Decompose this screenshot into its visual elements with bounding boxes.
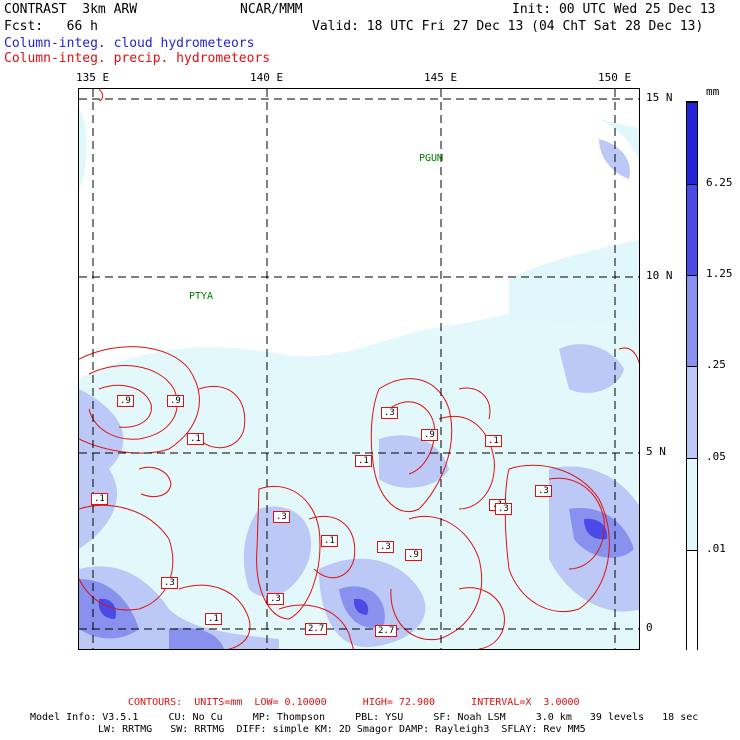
contour-label: .3 bbox=[273, 511, 290, 523]
colorbar-unit: mm bbox=[706, 85, 720, 98]
valid-time: Valid: 18 UTC Fri 27 Dec 13 (04 ChT Sat … bbox=[312, 19, 704, 34]
colorbar-segment-2 bbox=[687, 184, 697, 275]
map-panel: PGUM PTYA .9 .9 .1 .1 .3 .9 .1 .1 .3 .3 .1 .9 .3 2.7.… bbox=[78, 88, 640, 650]
lon-label-140: 140 E bbox=[250, 71, 284, 84]
contour-label: .9 bbox=[117, 395, 134, 407]
forecast-hour: Fcst: 66 h bbox=[4, 19, 98, 34]
graticule bbox=[79, 89, 639, 649]
lat-label-15n: 15 N bbox=[646, 91, 673, 104]
colorbar-label-5: .01 bbox=[706, 542, 726, 555]
colorbar-segment-4 bbox=[687, 366, 697, 458]
contour-label: .9 bbox=[421, 429, 438, 441]
colorbar-label-4: .05 bbox=[706, 450, 726, 463]
contour-label: .3 bbox=[267, 593, 284, 605]
map-canvas bbox=[79, 89, 639, 649]
contour-label: .3 bbox=[377, 541, 394, 553]
contour-label: .3 bbox=[495, 503, 512, 515]
contour-label: .1 bbox=[355, 455, 372, 467]
colorbar-label-1: 6.25 bbox=[706, 176, 733, 189]
contour-label: .3 bbox=[161, 577, 178, 589]
precip-contours bbox=[79, 89, 639, 649]
colorbar-segment-3 bbox=[687, 275, 697, 366]
colorbar bbox=[686, 101, 698, 651]
contour-label: .9 bbox=[167, 395, 184, 407]
colorbar-segment-6 bbox=[687, 550, 697, 651]
lon-label-145: 145 E bbox=[424, 71, 458, 84]
station-pgum: PGUM bbox=[419, 153, 444, 164]
colorbar-segment-1 bbox=[687, 102, 697, 184]
lon-label-135: 135 E bbox=[76, 71, 110, 84]
contour-label: .1 bbox=[321, 535, 338, 547]
contour-label: .1 bbox=[187, 433, 204, 445]
contour-label: .1 bbox=[485, 435, 502, 447]
contour-label: .1 bbox=[205, 613, 222, 625]
contour-label: 2.7 bbox=[305, 623, 328, 635]
model-info-line-2: LW: RRTMG SW: RRTMG DIFF: simple KM: 2D … bbox=[98, 724, 586, 735]
model-info-line-1: Model Info: V3.5.1 CU: No Cu MP: Thompso… bbox=[30, 712, 699, 723]
contour-info: CONTOURS: UNITS=mm LOW= 0.10000 HIGH= 72… bbox=[128, 697, 580, 708]
model-title: CONTRAST 3km ARW bbox=[4, 2, 138, 17]
contour-label: .3 bbox=[535, 485, 552, 497]
contour-label: .9 bbox=[405, 549, 422, 561]
cloud-shading bbox=[79, 109, 639, 649]
lat-label-5n: 5 N bbox=[646, 445, 666, 458]
lat-label-10n: 10 N bbox=[646, 269, 673, 282]
contour-label: .3 bbox=[381, 407, 398, 419]
field-cloud-label: Column-integ. cloud hydrometeors bbox=[4, 36, 255, 51]
field-precip-label: Column-integ. precip. hydrometeors bbox=[4, 51, 271, 66]
lat-label-0: 0 bbox=[646, 621, 653, 634]
contour-label: 2.7 bbox=[375, 625, 398, 637]
organization: NCAR/MMM bbox=[240, 2, 303, 17]
colorbar-segment-5 bbox=[687, 458, 697, 550]
init-time: Init: 00 UTC Wed 25 Dec 13 bbox=[512, 2, 716, 17]
colorbar-label-3: .25 bbox=[706, 358, 726, 371]
colorbar-label-2: 1.25 bbox=[706, 267, 733, 280]
station-ptya: PTYA bbox=[189, 291, 214, 302]
contour-label: .1 bbox=[91, 493, 108, 505]
lon-label-150: 150 E bbox=[598, 71, 632, 84]
